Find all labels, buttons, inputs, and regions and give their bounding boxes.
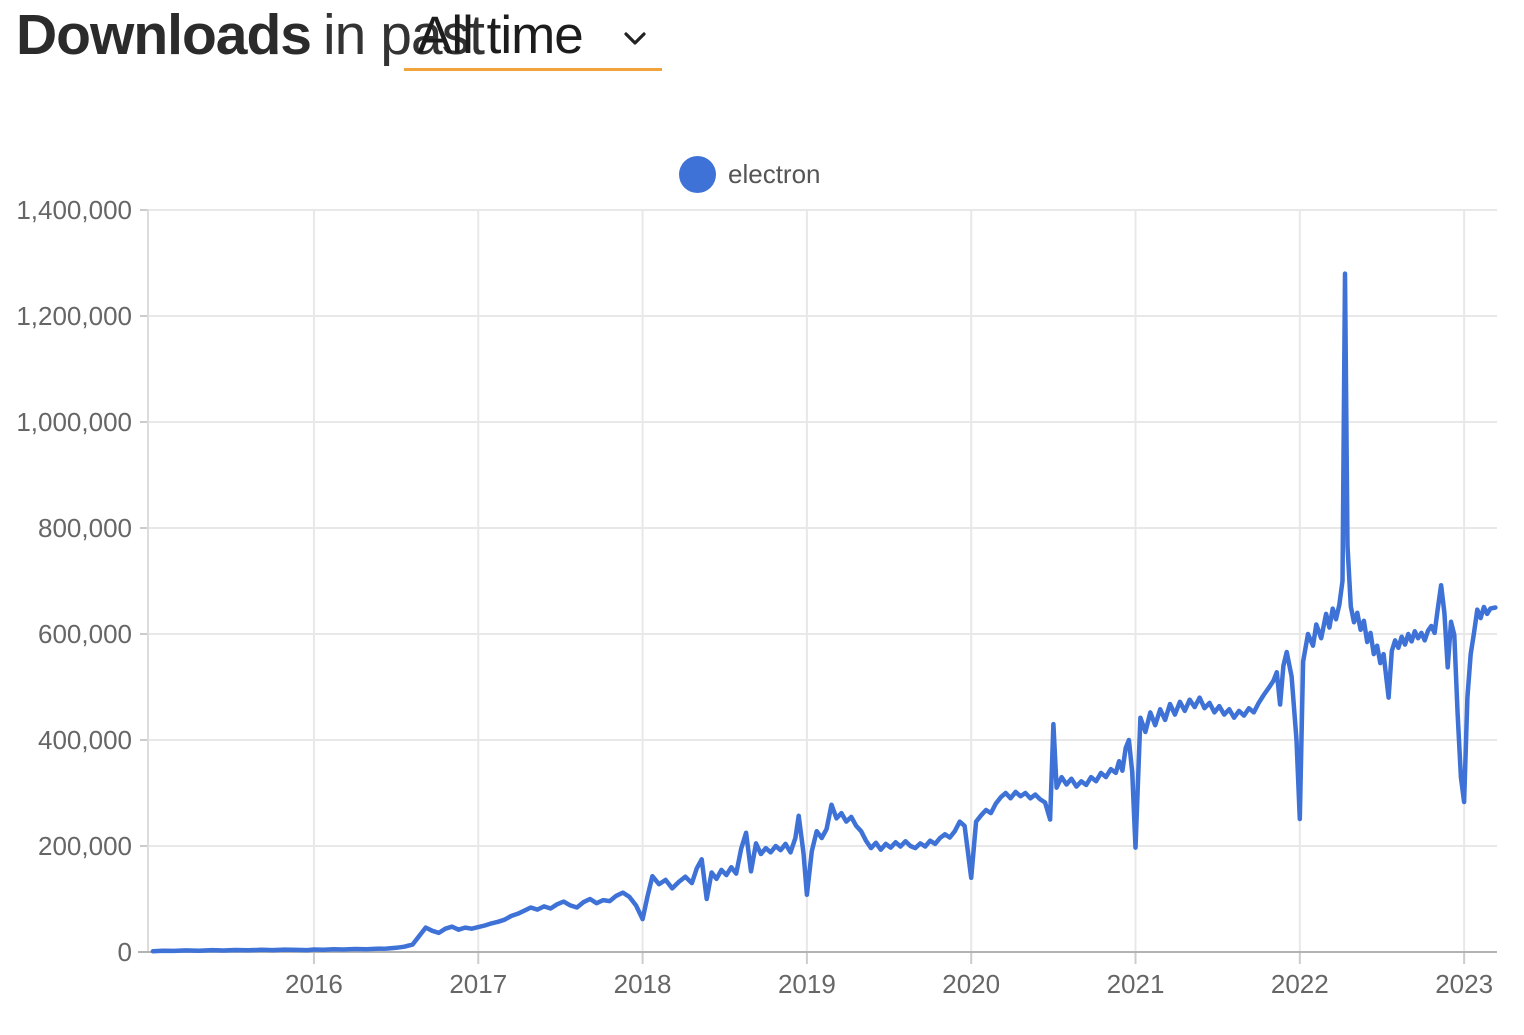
chart-header: Downloads in past bbox=[16, 2, 485, 78]
chart-legend: electron bbox=[679, 156, 821, 193]
y-tick-label: 400,000 bbox=[38, 725, 132, 755]
y-tick-label: 800,000 bbox=[38, 513, 132, 543]
page-title: Downloads bbox=[16, 3, 312, 67]
x-tick-label: 2023 bbox=[1435, 969, 1493, 999]
y-tick-label: 1,000,000 bbox=[16, 407, 132, 437]
x-tick-label: 2021 bbox=[1107, 969, 1165, 999]
legend-label-electron[interactable]: electron bbox=[728, 159, 821, 189]
time-range-value: All time bbox=[417, 5, 584, 65]
x-tick-label: 2022 bbox=[1271, 969, 1329, 999]
x-tick-label: 2019 bbox=[778, 969, 836, 999]
chart-plot-area[interactable] bbox=[148, 210, 1497, 952]
legend-marker-electron[interactable] bbox=[679, 156, 716, 193]
y-tick-label: 200,000 bbox=[38, 831, 132, 861]
chevron-down-icon bbox=[624, 32, 646, 45]
y-tick-label: 1,200,000 bbox=[16, 301, 132, 331]
series-line-electron bbox=[150, 271, 1498, 954]
time-range-select[interactable]: All time bbox=[404, 2, 662, 71]
x-tick-label: 2016 bbox=[285, 969, 343, 999]
x-tick-label: 2017 bbox=[449, 969, 507, 999]
page-title-suffix: in past bbox=[323, 3, 485, 67]
x-tick-label: 2020 bbox=[942, 969, 1000, 999]
y-tick-label: 600,000 bbox=[38, 619, 132, 649]
x-tick-label: 2018 bbox=[614, 969, 672, 999]
y-tick-label: 0 bbox=[118, 937, 132, 967]
y-tick-label: 1,400,000 bbox=[16, 195, 132, 225]
